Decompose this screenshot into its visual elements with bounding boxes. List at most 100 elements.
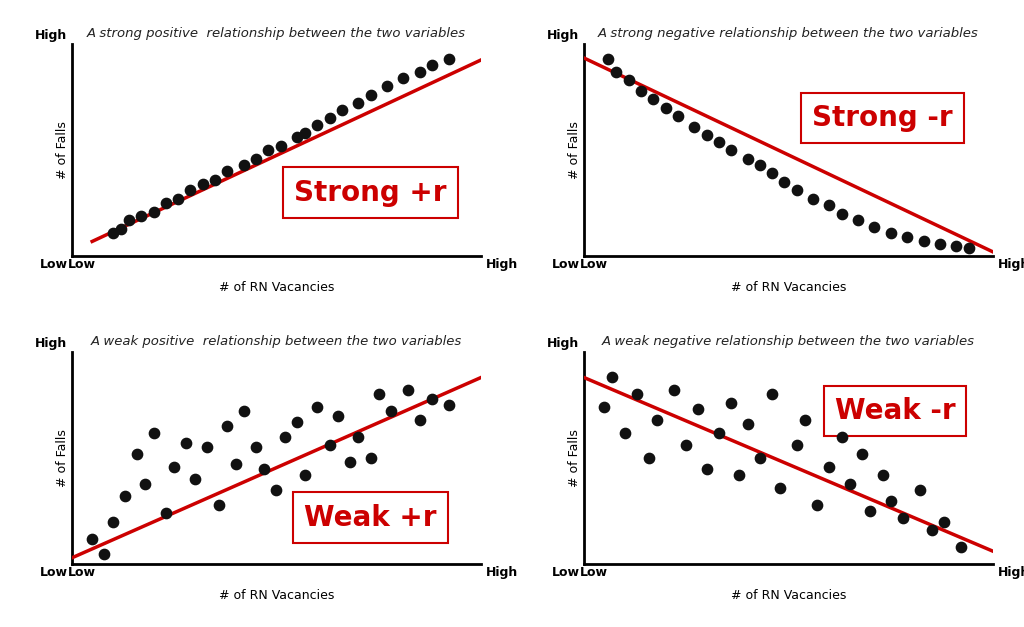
Point	[121, 215, 137, 225]
Point	[84, 534, 100, 544]
Point	[297, 470, 313, 480]
X-axis label: # of RN Vacancies: # of RN Vacancies	[219, 589, 334, 603]
Text: Strong -r: Strong -r	[812, 104, 953, 132]
Point	[911, 485, 928, 495]
Point	[113, 224, 129, 234]
Point	[334, 105, 350, 115]
Point	[842, 478, 858, 488]
Point	[395, 73, 412, 83]
Point	[104, 517, 121, 527]
Point	[178, 438, 195, 448]
Point	[834, 209, 850, 219]
Point	[219, 166, 236, 176]
Point	[399, 385, 416, 395]
Point	[211, 500, 227, 510]
Point	[137, 478, 154, 488]
Y-axis label: # of Falls: # of Falls	[56, 429, 69, 487]
Text: Low: Low	[40, 566, 68, 579]
Point	[236, 160, 252, 170]
Point	[236, 406, 252, 416]
Text: High: High	[36, 337, 68, 350]
Point	[412, 415, 428, 425]
Point	[158, 508, 174, 519]
Text: Weak +r: Weak +r	[304, 503, 437, 532]
Text: Low: Low	[40, 258, 68, 271]
Point	[199, 443, 215, 453]
Point	[166, 461, 182, 472]
Point	[874, 470, 891, 480]
Point	[678, 440, 694, 450]
Point	[133, 211, 150, 221]
Point	[883, 228, 899, 238]
Point	[289, 132, 305, 142]
Point	[350, 98, 367, 108]
Point	[371, 389, 387, 399]
Point	[158, 198, 174, 208]
Point	[899, 232, 915, 242]
Point	[145, 428, 162, 438]
Point	[936, 517, 952, 527]
Point	[805, 194, 821, 204]
Point	[772, 483, 788, 493]
Point	[809, 500, 825, 510]
Point	[616, 428, 633, 438]
Point	[424, 60, 440, 70]
Point	[645, 94, 662, 104]
Point	[207, 175, 223, 185]
Point	[362, 453, 379, 463]
Point	[850, 215, 866, 225]
X-axis label: # of RN Vacancies: # of RN Vacancies	[731, 282, 846, 294]
Point	[268, 485, 285, 495]
Point	[895, 512, 911, 522]
Point	[600, 54, 616, 64]
Point	[649, 415, 666, 425]
Point	[256, 464, 272, 474]
Point	[272, 141, 289, 151]
Point	[641, 453, 657, 463]
Point	[227, 460, 244, 470]
Point	[608, 66, 625, 76]
Title: A weak positive  relationship between the two variables: A weak positive relationship between the…	[91, 335, 462, 348]
Point	[739, 154, 756, 164]
Point	[948, 241, 965, 251]
Point	[731, 470, 748, 480]
Text: Strong +r: Strong +r	[295, 179, 446, 206]
Point	[834, 432, 850, 442]
Point	[260, 145, 276, 155]
Text: Low: Low	[68, 566, 95, 579]
Point	[248, 154, 264, 164]
Text: High: High	[485, 258, 517, 271]
Point	[195, 179, 211, 189]
Point	[342, 457, 358, 467]
Point	[866, 221, 883, 231]
Text: Low: Low	[580, 258, 607, 271]
Point	[129, 449, 145, 459]
Point	[248, 443, 264, 453]
Point	[915, 236, 932, 246]
Point	[764, 389, 780, 399]
Point	[383, 406, 399, 416]
Point	[322, 440, 338, 450]
Point	[629, 389, 645, 399]
Point	[690, 404, 707, 414]
Text: Low: Low	[552, 258, 580, 271]
Title: A strong negative relationship between the two variables: A strong negative relationship between t…	[598, 27, 979, 40]
Point	[412, 66, 428, 76]
Point	[711, 137, 727, 147]
Point	[440, 400, 457, 410]
Point	[117, 492, 133, 502]
Point	[170, 194, 186, 204]
Text: High: High	[36, 29, 68, 42]
Y-axis label: # of Falls: # of Falls	[568, 121, 581, 179]
Point	[96, 549, 113, 559]
Point	[788, 440, 805, 450]
Point	[698, 464, 715, 474]
Point	[924, 525, 940, 535]
Point	[776, 177, 793, 187]
Point	[797, 415, 813, 425]
X-axis label: # of RN Vacancies: # of RN Vacancies	[219, 282, 334, 294]
Point	[752, 453, 768, 463]
Text: High: High	[997, 258, 1024, 271]
Text: High: High	[485, 566, 517, 579]
Point	[621, 75, 637, 85]
